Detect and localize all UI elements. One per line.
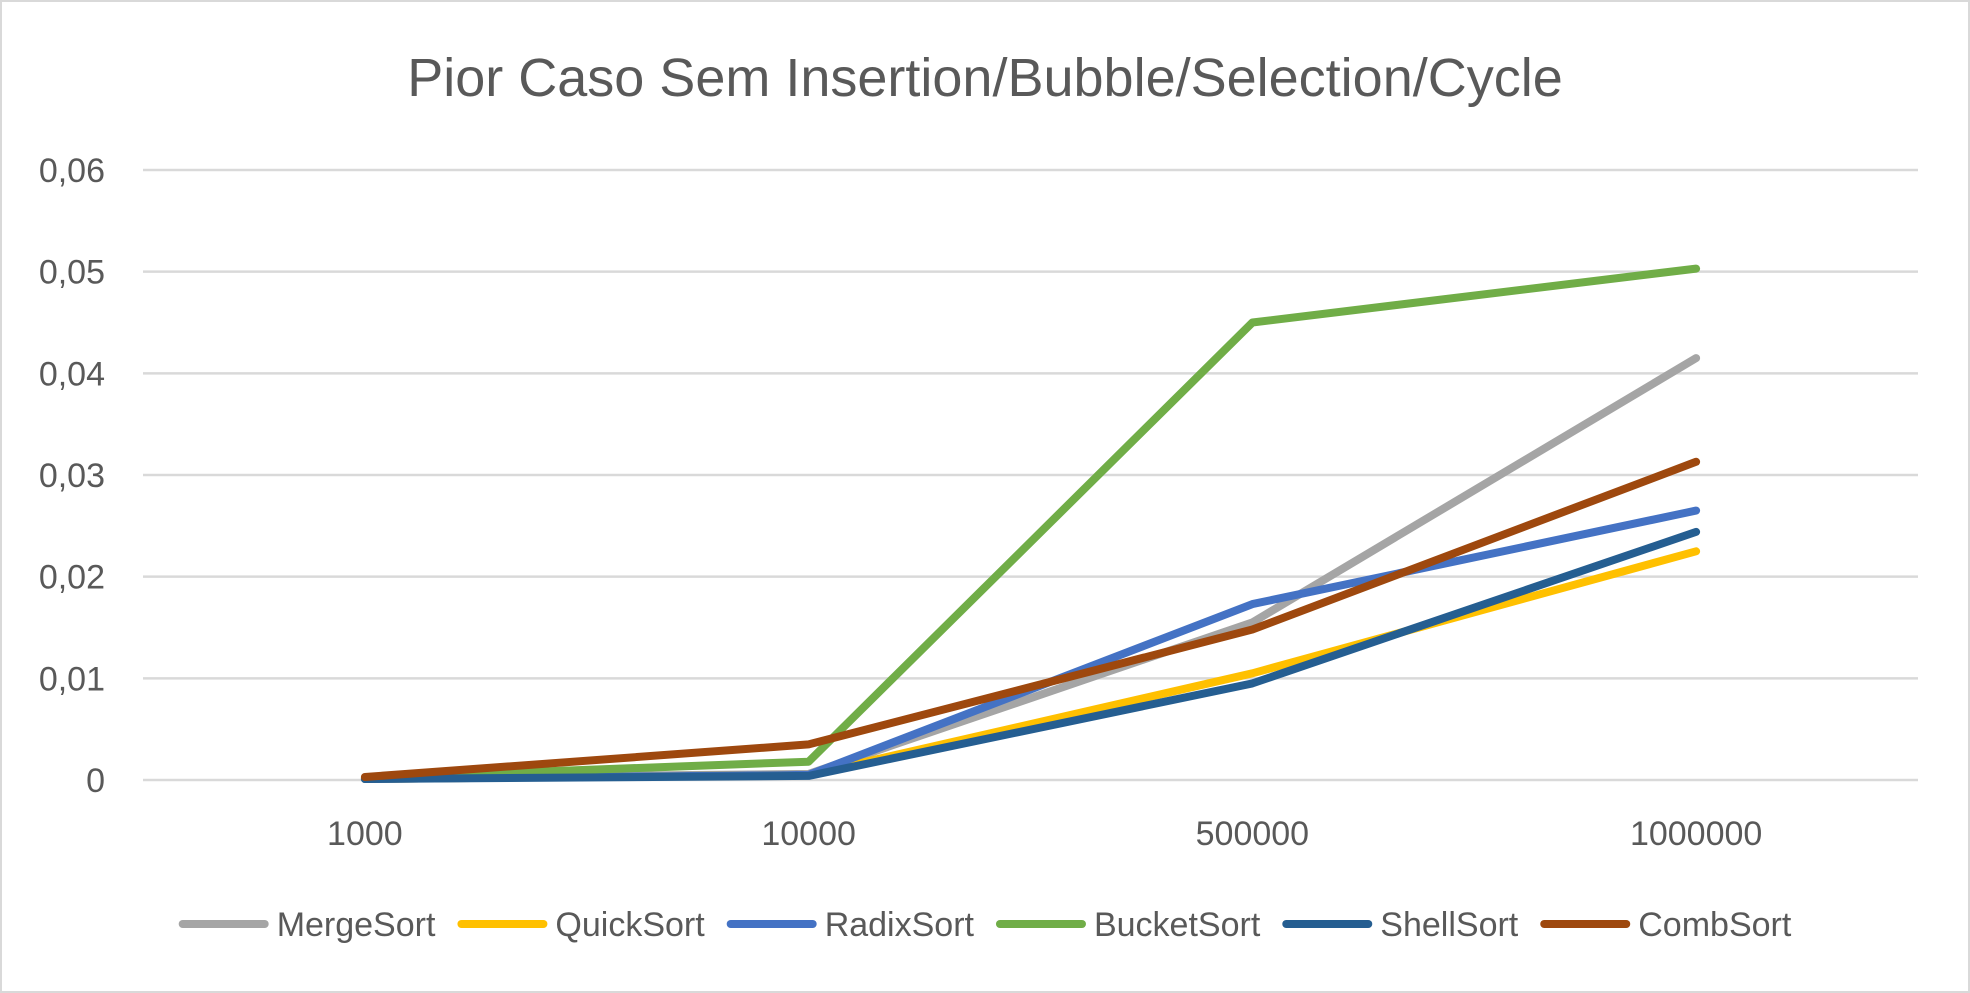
- y-tick-label: 0: [86, 762, 105, 800]
- legend-label: RadixSort: [825, 906, 975, 944]
- series-line-radixsort: [360, 506, 1701, 783]
- y-tick-label: 0,06: [39, 152, 105, 190]
- series-line-shellsort: [360, 527, 1701, 783]
- y-tick-label: 0,04: [39, 355, 105, 393]
- legend-item-combsort: CombSort: [1540, 906, 1792, 944]
- legend-item-shellsort: ShellSort: [1282, 906, 1519, 944]
- legend-item-bucketsort: BucketSort: [995, 906, 1261, 944]
- series-line-mergesort: [360, 354, 1701, 782]
- series-lines: [360, 264, 1701, 783]
- series-line-quicksort: [360, 547, 1701, 783]
- x-tick-label: 1000: [327, 815, 403, 853]
- y-tick-label: 0,05: [39, 254, 105, 292]
- chart-title: Pior Caso Sem Insertion/Bubble/Selection…: [407, 48, 1563, 108]
- legend-label: MergeSort: [277, 906, 436, 944]
- x-tick-label: 10000: [761, 815, 856, 853]
- legend: MergeSort QuickSort RadixSort BucketSort She…: [178, 906, 1792, 944]
- legend-item-mergesort: MergeSort: [178, 906, 436, 944]
- legend-label: QuickSort: [555, 906, 705, 944]
- y-tick-label: 0,01: [39, 660, 105, 698]
- x-tick-label: 500000: [1196, 815, 1309, 853]
- legend-item-quicksort: QuickSort: [457, 906, 705, 944]
- x-tick-label: 1000000: [1630, 815, 1762, 853]
- legend-label: ShellSort: [1380, 906, 1519, 944]
- legend-item-radixsort: RadixSort: [726, 906, 975, 944]
- legend-label: BucketSort: [1094, 906, 1261, 944]
- series-line-combsort: [360, 457, 1701, 781]
- series-line-bucketsort: [360, 264, 1701, 782]
- y-tick-label: 0,02: [39, 559, 105, 597]
- y-tick-label: 0,03: [39, 457, 105, 495]
- legend-label: CombSort: [1638, 906, 1792, 944]
- y-axis-ticks: 0 0,01 0,02 0,03 0,04 0,05 0,06: [39, 152, 105, 800]
- x-axis-ticks: 1000 10000 500000 1000000: [327, 815, 1762, 853]
